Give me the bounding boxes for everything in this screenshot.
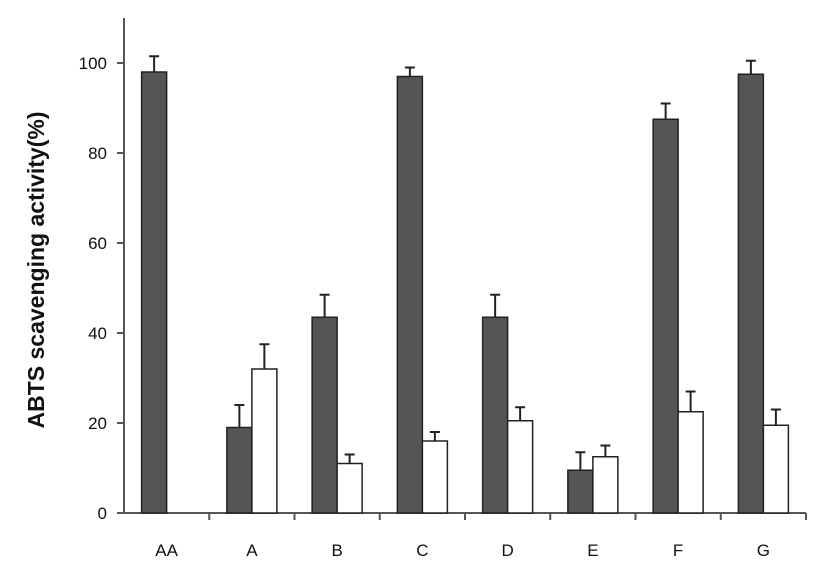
bar-series-1 — [396, 75, 424, 514]
y-axis-title: ABTS scavenging activity(%) — [23, 112, 49, 429]
bar-series-1 — [140, 71, 168, 514]
error-bars — [149, 55, 781, 471]
bar-series-1 — [567, 469, 594, 514]
bar-series-2 — [336, 462, 363, 514]
bar-series-1 — [652, 118, 679, 514]
x-tick-label: F — [673, 541, 683, 560]
bar-series-2 — [762, 424, 790, 514]
bar-series-2 — [592, 456, 619, 514]
y-tick-label: 40 — [88, 324, 107, 343]
bar-series-1 — [481, 316, 509, 514]
bar-series-2 — [421, 440, 449, 514]
x-tick-label: G — [757, 541, 770, 560]
y-tick-label: 100 — [79, 54, 107, 73]
x-tick-label: C — [416, 541, 428, 560]
x-ticks: AA A B C D E F G — [155, 513, 807, 560]
y-tick-label: 60 — [88, 234, 107, 253]
x-tick-label: B — [331, 541, 342, 560]
bar-series-1 — [311, 316, 338, 514]
bar-series-1 — [226, 426, 253, 514]
x-tick-label: AA — [155, 541, 178, 560]
y-tick-label: 20 — [88, 414, 107, 433]
bar-series-1 — [737, 73, 765, 514]
bar-series-2 — [677, 411, 704, 514]
y-ticks: 0 20 40 60 80 100 — [79, 54, 124, 523]
x-tick-label: E — [587, 541, 598, 560]
bars — [140, 71, 790, 514]
y-tick-label: 80 — [88, 144, 107, 163]
x-tick-label: A — [246, 541, 258, 560]
x-tick-label: D — [501, 541, 513, 560]
y-tick-label: 0 — [98, 504, 107, 523]
bar-series-2 — [251, 368, 278, 514]
bar-series-2 — [506, 420, 534, 514]
